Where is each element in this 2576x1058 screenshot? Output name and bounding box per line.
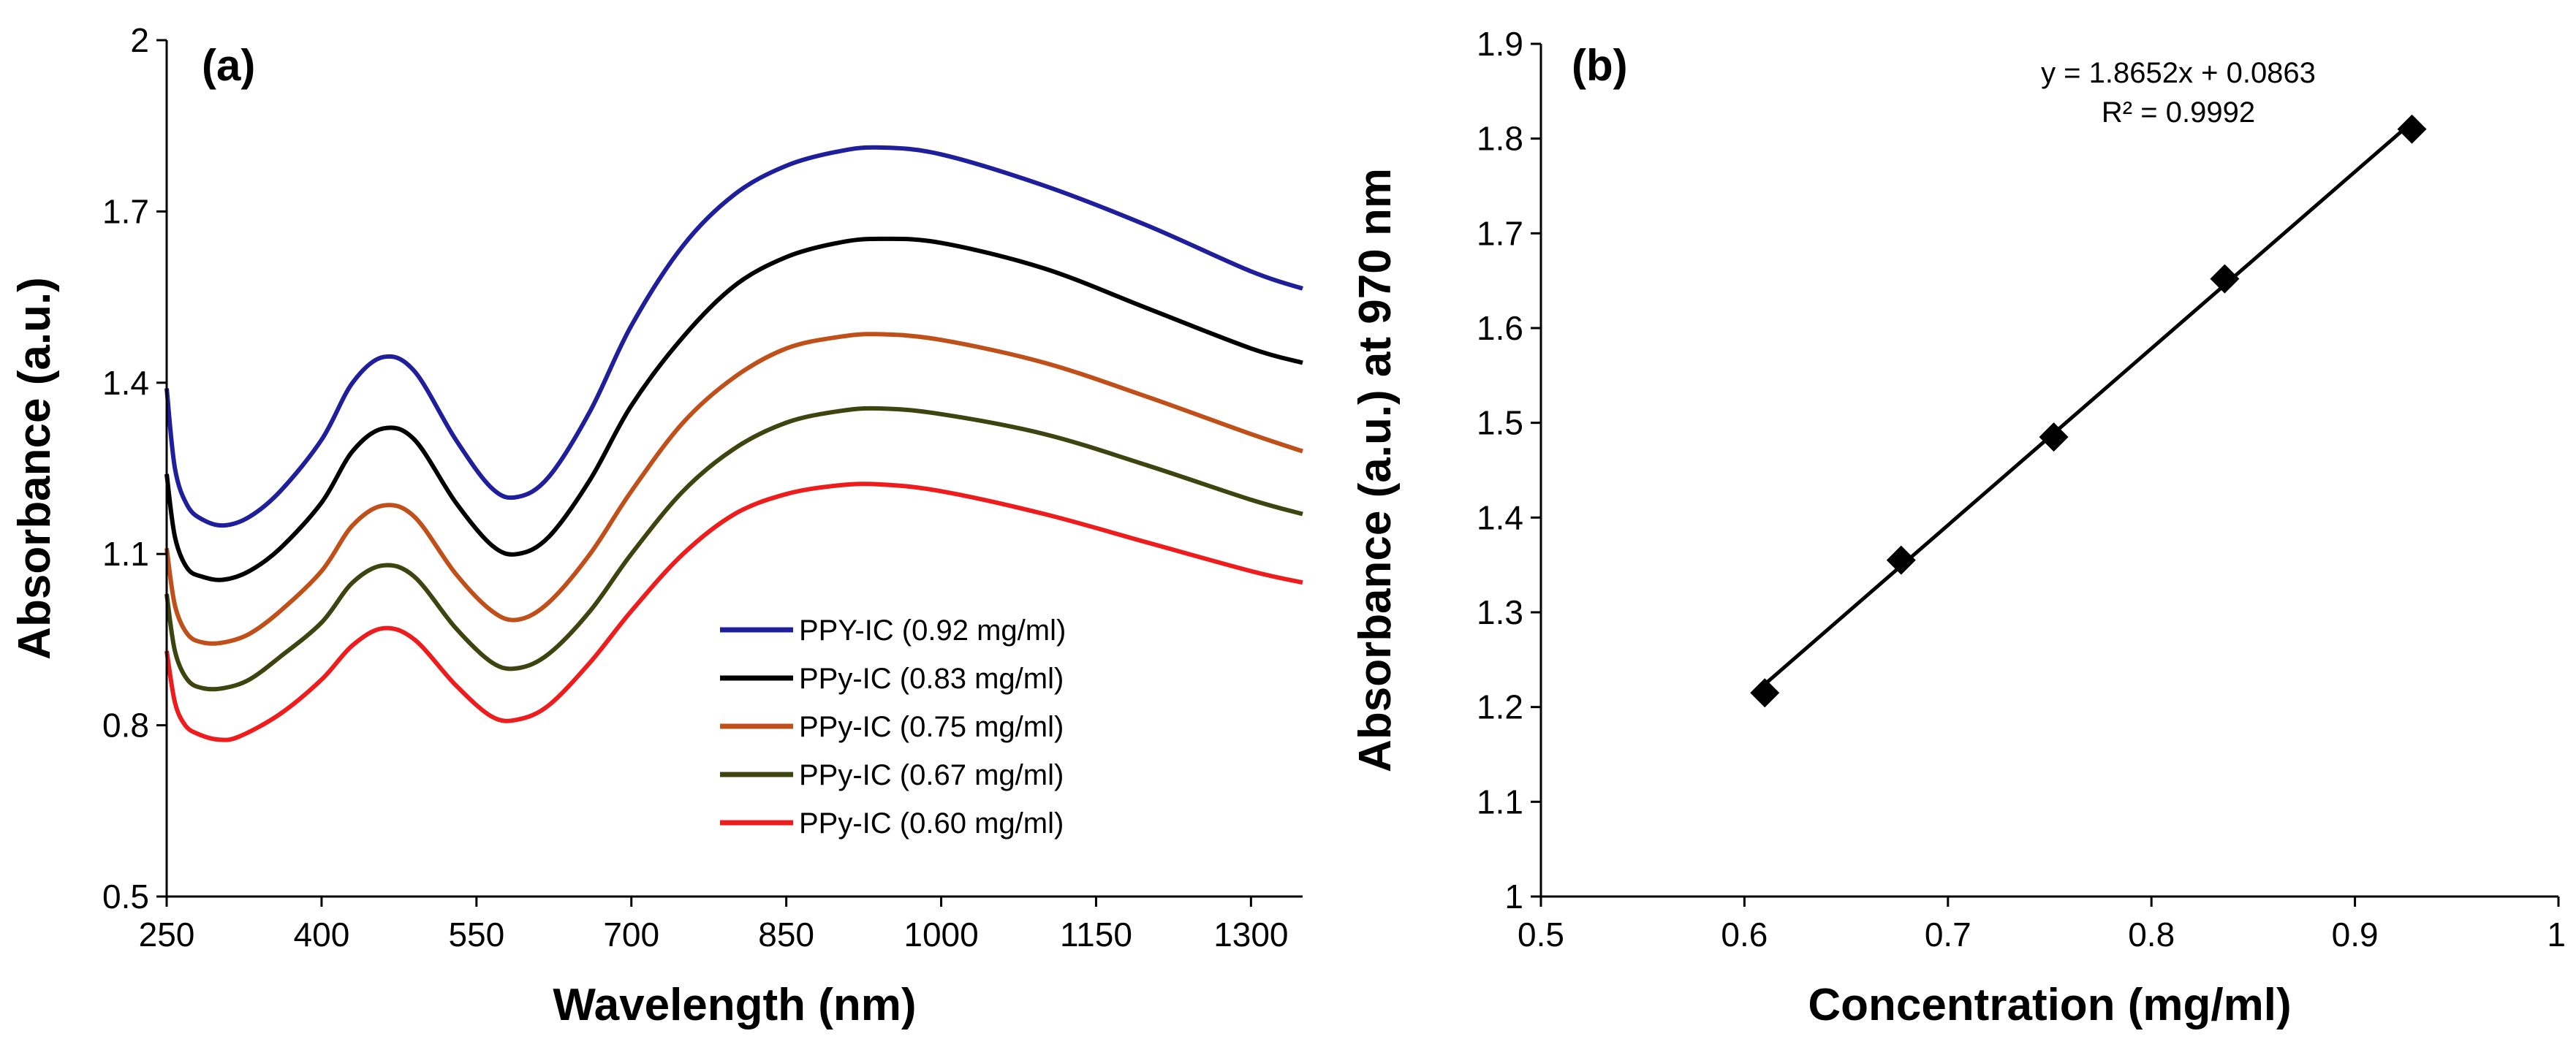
panel-a-x-tick-label: 250: [139, 916, 195, 954]
legend-label-series-2: PPy-IC (0.83 mg/ml): [799, 663, 1064, 695]
panel-a-x-tick-label: 1150: [1060, 916, 1132, 954]
calibration-point-2: [1886, 545, 1916, 575]
calibration-point-3: [2039, 422, 2069, 452]
panel-b-y-tick-label: 1.2: [1477, 688, 1523, 726]
calibration-point-1: [1750, 678, 1780, 708]
panel-a-axes: [156, 39, 1303, 907]
panel-b-y-tick-label: 1.6: [1477, 309, 1523, 347]
spectrum-line-series-4: [164, 406, 1303, 692]
panel-a-y-axis-title: Absorbance (a.u.): [10, 277, 60, 660]
panel-a-y-tick-label: 1.1: [102, 535, 149, 573]
panel-b-y-tick-label: 1.9: [1477, 25, 1523, 63]
spectrum-line-series-3: [164, 332, 1303, 646]
panel-b-y-tick-label: 1: [1504, 878, 1523, 916]
panel-a-x-tick-label: 700: [603, 916, 659, 954]
panel-a-x-tick-label: 400: [294, 916, 350, 954]
panel-b-tick-labels: 1 1.1 1.2 1.3 1.4 1.5 1.6 1.7 1.8 1.9 0.5 0.6 0.7 0.8…: [1477, 25, 2566, 954]
panel-a-y-tick-label: 0.8: [102, 707, 149, 745]
legend-label-series-5: PPy-IC (0.60 mg/ml): [799, 807, 1064, 840]
panel-b-y-axis-title: Absorbance (a.u.) at 970 nm: [1350, 168, 1401, 772]
panel-b-y-tick-label: 1.4: [1477, 498, 1523, 536]
calibration-point-5: [2397, 114, 2427, 144]
panel-b-x-tick-label: 0.9: [2332, 916, 2379, 954]
linear-fit-line: [1763, 121, 2414, 686]
spectrum-line-series-1: [164, 145, 1303, 528]
panel-b-y-tick-label: 1.8: [1477, 120, 1523, 158]
panel-a-y-tick-label: 2: [130, 21, 149, 59]
panel-b-y-tick-label: 1.1: [1477, 783, 1523, 821]
panel-b-y-tick-label: 1.5: [1477, 404, 1523, 442]
calibration-points: [1750, 114, 2427, 708]
spectrum-line-series-2: [164, 236, 1303, 582]
panel-b-x-tick-label: 0.8: [2128, 916, 2175, 954]
panel-a-label: (a): [202, 41, 255, 90]
panel-b-axes: [1531, 42, 2560, 907]
panel-b-x-tick-label: 0.7: [1925, 916, 1971, 954]
calibration-point-4: [2210, 264, 2240, 294]
panel-b-x-axis-title: Concentration (mg/ml): [1808, 980, 2291, 1030]
panel-a-x-axis-title: Wavelength (nm): [553, 980, 916, 1030]
panel-b-calibration-chart: 1 1.1 1.2 1.3 1.4 1.5 1.6 1.7 1.8 1.9 0.5 0.6 0.7 0.8…: [1350, 25, 2566, 1030]
panel-b-x-tick-label: 1: [2547, 916, 2566, 954]
fit-equation-label: y = 1.8652x + 0.0863: [2041, 57, 2316, 89]
panel-b-y-tick-label: 1.3: [1477, 593, 1523, 631]
panel-a-x-tick-label: 1000: [904, 916, 978, 954]
legend-label-series-3: PPy-IC (0.75 mg/ml): [799, 711, 1064, 743]
panel-a-x-tick-label: 850: [758, 916, 814, 954]
panel-a-y-tick-label: 1.4: [102, 364, 149, 402]
panel-b-y-tick-label: 1.7: [1477, 214, 1523, 252]
panel-a-legend: PPY-IC (0.92 mg/ml) PPy-IC (0.83 mg/ml) PP…: [720, 614, 1066, 840]
spectrum-line-series-5: [164, 482, 1303, 742]
panel-a-x-tick-label: 1300: [1213, 916, 1288, 954]
panel-b-x-tick-label: 0.5: [1518, 916, 1564, 954]
panel-a-spectra-chart: 0.5 0.8 1.1 1.4 1.7 2 250 400 550 700 850 1000 1150 1…: [10, 21, 1303, 1030]
legend-label-series-1: PPY-IC (0.92 mg/ml): [799, 614, 1066, 647]
fit-r-squared-label: R² = 0.9992: [2102, 96, 2255, 129]
spectra-series-group: [164, 145, 1303, 742]
panel-a-y-tick-label: 0.5: [102, 878, 149, 916]
legend-label-series-4: PPy-IC (0.67 mg/ml): [799, 759, 1064, 791]
panel-a-x-tick-label: 550: [448, 916, 504, 954]
panel-b-x-tick-label: 0.6: [1721, 916, 1768, 954]
panel-b-label: (b): [1572, 41, 1628, 90]
panel-a-y-tick-label: 1.7: [102, 192, 149, 230]
panel-a-tick-labels: 0.5 0.8 1.1 1.4 1.7 2 250 400 550 700 850 1000 1150 1…: [102, 21, 1288, 954]
